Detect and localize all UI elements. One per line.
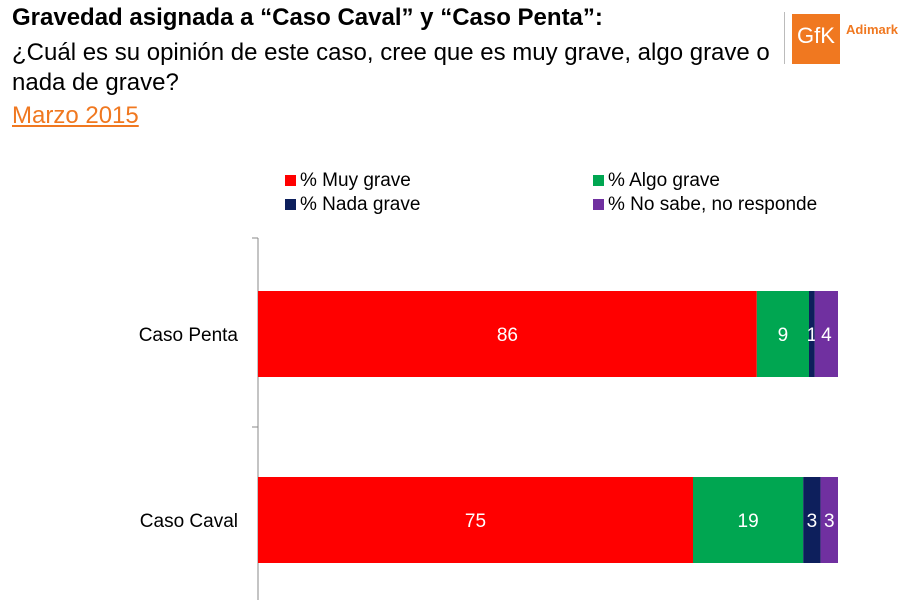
logo-divider <box>784 12 785 64</box>
data-label: 86 <box>497 325 518 346</box>
gfk-logo-mark: GfK <box>792 14 840 64</box>
chart-question: ¿Cuál es su opinión de este caso, cree q… <box>12 39 770 96</box>
data-label: 3 <box>824 511 835 532</box>
adimark-logo-text: Adimark <box>846 22 899 37</box>
legend-swatch-algo-grave <box>593 175 604 186</box>
category-label: Caso Penta <box>139 325 239 346</box>
data-label: 3 <box>807 511 818 532</box>
bar-segment <box>258 291 757 377</box>
bar-segment <box>693 477 804 563</box>
legend-label-nada-grave: % Nada grave <box>300 194 421 215</box>
gfk-adimark-logo: GfK Adimark <box>784 8 900 66</box>
bar-segment <box>820 477 838 563</box>
data-label: 9 <box>778 325 789 346</box>
legend-swatch-no-sabe <box>593 199 604 210</box>
category-label: Caso Caval <box>140 511 238 532</box>
bar-segment <box>814 291 838 377</box>
bar-segment <box>258 477 693 563</box>
data-label: 19 <box>738 511 759 532</box>
legend-swatch-muy-grave <box>285 175 296 186</box>
legend-label-muy-grave: % Muy grave <box>300 170 411 191</box>
bar-segment <box>756 291 809 377</box>
bar-segment <box>809 291 815 377</box>
data-label: 4 <box>821 325 832 346</box>
chart-title: Gravedad asignada a “Caso Caval” y “Caso… <box>12 4 603 31</box>
bar-segment <box>803 477 821 563</box>
chart-legend: % Muy grave % Algo grave % Nada grave % … <box>285 170 865 220</box>
legend-label-no-sabe: % No sabe, no responde <box>608 194 818 215</box>
legend-label-algo-grave: % Algo grave <box>608 170 720 191</box>
legend-swatch-nada-grave <box>285 199 296 210</box>
data-label: 75 <box>465 511 486 532</box>
survey-date-link[interactable]: Marzo 2015 <box>12 102 139 129</box>
data-label: 1 <box>807 325 818 346</box>
